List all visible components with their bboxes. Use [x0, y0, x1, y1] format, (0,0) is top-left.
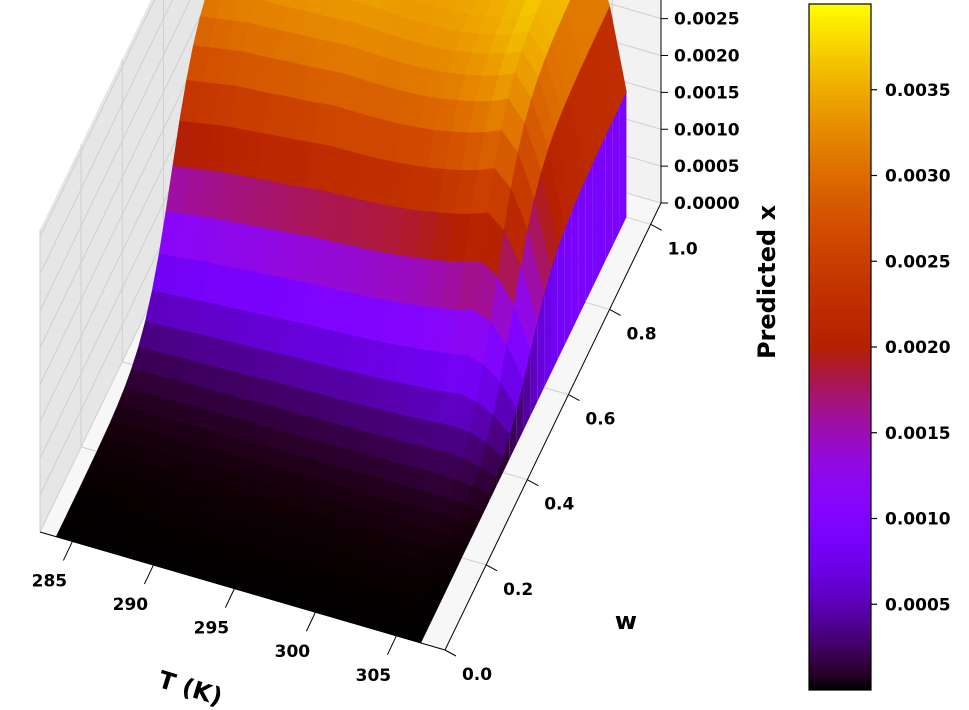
surface-side-facet	[551, 248, 558, 374]
grid-line-x	[39, 0, 156, 238]
z-tick-label: 0.0025	[674, 10, 740, 30]
surface-side-facet	[509, 409, 517, 459]
y-tick-label: 0.0	[462, 665, 492, 685]
surface-side-facet	[455, 557, 462, 572]
y-tick-label: 0.6	[585, 410, 615, 430]
surface-side-facet	[523, 351, 531, 431]
surface-side-facet	[585, 164, 593, 303]
y-axis-line	[444, 202, 662, 651]
x-tick-mark	[143, 564, 154, 585]
x-axis-line	[39, 531, 446, 651]
colorbar-tick-label: 0.0005	[885, 595, 951, 615]
z-tick-label: 0.0010	[674, 120, 740, 140]
surface-side-facet	[571, 195, 579, 331]
grid-line-x	[39, 0, 662, 348]
surface-side-facet	[605, 120, 613, 260]
surface-side-facet	[503, 434, 510, 473]
colorbar-tick-label: 0.0035	[885, 81, 951, 101]
x-tick-mark	[62, 541, 73, 561]
z-axis-label: Predicted x	[753, 204, 781, 359]
y-tick-mark	[485, 564, 498, 572]
z-tick-label: 0.0020	[674, 47, 740, 67]
surface-side-facet	[619, 91, 627, 232]
x-axis-label: T (K)	[155, 665, 226, 710]
x-tick-label: 285	[32, 571, 68, 591]
y-tick-label: 0.2	[503, 580, 533, 600]
y-axis-label: w	[615, 607, 637, 635]
surface-side-facet	[557, 229, 565, 360]
y-tick-mark	[609, 308, 621, 316]
colorbar-ticks: 0.0005 0.0010 0.0015 0.0020 0.0025 0.0030 0.00…	[871, 81, 951, 615]
tick-labels: 285 290 295 300 305 0.0 0.2 0.4 0.6 0.8 1.0 0.0000 0…	[32, 10, 740, 686]
y-tick-label: 0.4	[544, 495, 574, 515]
z-tick-label: 0.0015	[674, 83, 740, 103]
z-tick-label: 0.0005	[674, 157, 740, 177]
x-tick-label: 295	[194, 619, 230, 639]
surface-side-facet	[592, 149, 599, 289]
surface-side-facet	[468, 527, 476, 544]
surface-side-facet	[530, 321, 538, 416]
x-tick-mark	[386, 635, 397, 656]
surface-side-facet	[612, 106, 620, 246]
colorbar-tick-label: 0.0015	[885, 424, 951, 444]
surface-side-facet	[475, 511, 483, 530]
surface-mesh	[55, 0, 627, 644]
grid-line-x	[39, 0, 191, 312]
surface-side-facet	[516, 380, 524, 445]
surface-side-facet	[599, 135, 606, 274]
surface-side-facet	[434, 600, 442, 615]
surface-side-facet	[482, 495, 490, 516]
colorbar-tick-label: 0.0025	[885, 252, 951, 272]
surface-side-facet	[578, 179, 586, 317]
surface-side-facet	[441, 585, 449, 601]
y-tick-mark	[650, 223, 662, 231]
axis-lines	[39, 0, 668, 657]
x-tick-label: 300	[275, 642, 311, 662]
y-tick-mark	[527, 479, 539, 487]
surface-side-facet	[461, 542, 469, 558]
colorbar-tick-label: 0.0030	[885, 167, 951, 187]
z-tick-label: 0.0000	[674, 194, 740, 214]
colorbar	[808, 3, 872, 691]
surface-side-facet	[544, 269, 551, 388]
surface-side-facet	[564, 211, 572, 345]
y-tick-label: 1.0	[668, 239, 698, 259]
x-tick-label: 305	[356, 666, 392, 686]
surface-side-facet	[496, 457, 503, 487]
y-tick-mark	[444, 649, 457, 657]
surface-side-facet	[537, 294, 545, 402]
surface-side-facet	[489, 477, 497, 501]
colorbar-tick-label: 0.0020	[885, 338, 951, 358]
x-tick-label: 290	[113, 595, 149, 615]
grid-line-x	[39, 0, 173, 275]
y-tick-label: 0.8	[627, 324, 657, 344]
x-tick-mark	[224, 588, 235, 608]
surface-side-facet	[448, 571, 455, 587]
y-tick-mark	[568, 394, 580, 402]
colorbar-tick-label: 0.0010	[885, 510, 951, 530]
x-tick-mark	[305, 612, 316, 632]
